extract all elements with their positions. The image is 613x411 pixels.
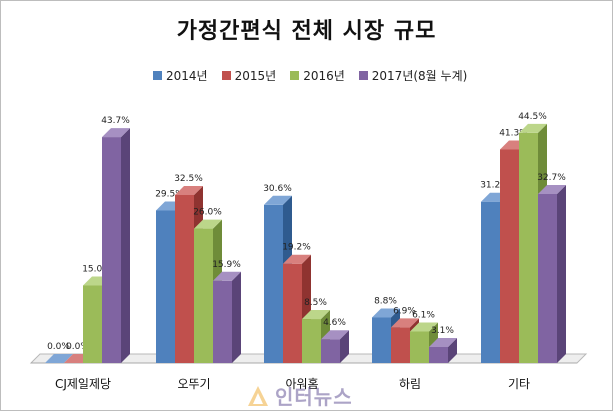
legend-swatch [358,71,368,80]
legend-swatch [221,71,231,80]
data-label: 19.2% [282,243,311,253]
data-label: 26.0% [193,208,222,218]
data-label: 8.5% [304,298,327,308]
x-tick-label: 아워홈 [285,377,318,391]
data-label: 43.7% [101,116,130,126]
x-tick-label: 하림 [399,377,421,391]
data-label: 0.0% [47,342,70,352]
chart-title: 가정간편식 전체 시장 규모 [176,19,437,44]
data-label: 32.5% [174,174,203,184]
data-label: 0.0% [66,342,89,352]
chart-legend: 2014년 2015년 2016년 2017년(8월 누계) [153,67,467,84]
bar-3-3 [429,337,457,363]
legend-swatch [153,71,162,80]
data-label: 6.1% [412,310,435,320]
bar-0-0 [45,354,73,363]
x-tick-label: CJ제일제당 [55,377,111,391]
legend-label: 2016년 [303,69,345,83]
data-label: 32.7% [537,173,566,183]
legend-item-0: 2014년 [153,67,208,84]
data-label: 29.5% [155,189,184,199]
data-label: 30.6% [263,184,292,194]
data-label: 6.9% [393,306,416,316]
data-label: 15.9% [212,260,241,270]
watermark-text: 인터뉴스 [275,385,353,409]
legend-item-1: 2015년 [221,67,277,84]
data-label: 41.3% [499,128,528,138]
data-label: 8.8% [374,297,397,307]
legend-item-2: 2016년 [290,67,345,84]
bar-4-3 [538,184,566,363]
legend-item-3: 2017년(8월 누계) [358,67,468,84]
data-label: 3.1% [431,326,454,336]
x-tick-label: 오뚜기 [177,377,210,391]
legend-label: 2015년 [234,69,277,83]
bar-2-3 [321,330,349,363]
data-label: 4.6% [323,318,346,328]
x-tick-label: 기타 [508,377,530,391]
data-label: 31.2% [480,181,509,191]
watermark: 인터뉴스 [247,381,353,410]
bar-1-3 [213,271,241,363]
data-label: 15.0% [82,264,111,274]
legend-label: 2014년 [166,69,208,83]
bar-0-3 [102,128,130,363]
legend-label: 2017년(8월 누계) [371,69,468,83]
watermark-logo-icon [248,385,268,406]
data-label: 44.5% [518,112,547,122]
legend-swatch [290,71,300,80]
